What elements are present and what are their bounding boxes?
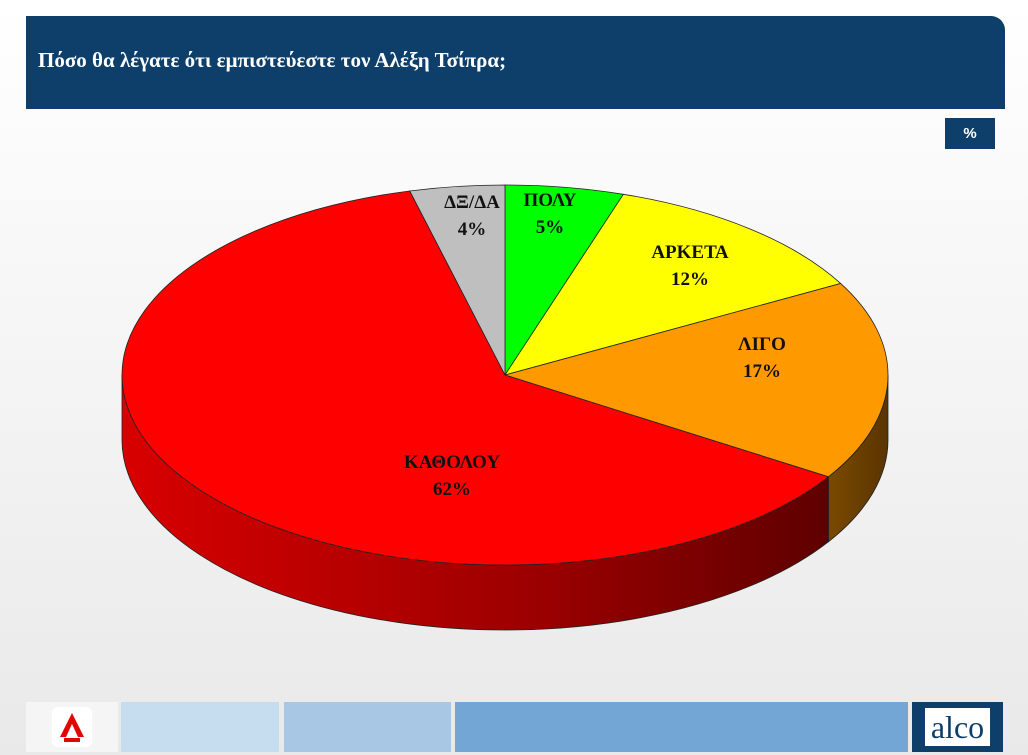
news-logo bbox=[26, 702, 118, 752]
pie-slice-αρκετα bbox=[504, 193, 842, 376]
slice-value-αρκετα: 12% bbox=[671, 269, 709, 290]
pie-slice-λιγο bbox=[503, 283, 889, 478]
slice-value-δξ-δα: 4% bbox=[458, 219, 487, 240]
pie-slice-δξ-δα bbox=[409, 184, 506, 376]
pie-chart: ΠΟΛΥ 5% ΑΡΚΕΤΑ 12% ΛΙΓΟ 17% ΚΑΘΟΛΟΥ 62% ΔΞ/ΔΑ 4% bbox=[121, 184, 889, 631]
chart-title: Πόσο θα λέγατε ότι εμπιστεύεστε τον Αλέξ… bbox=[38, 48, 507, 72]
unit-badge: % bbox=[945, 118, 995, 149]
slice-label-καθολου: ΚΑΘΟΛΟΥ bbox=[404, 452, 500, 473]
slice-value-λιγο: 17% bbox=[743, 361, 781, 382]
slice-value-καθολου: 62% bbox=[433, 479, 471, 500]
alco-logo: alco bbox=[912, 702, 1003, 752]
news-logo-icon bbox=[52, 707, 92, 747]
title-bar: Πόσο θα λέγατε ότι εμπιστεύεστε τον Αλέξ… bbox=[26, 16, 1005, 109]
slice-label-δξ-δα: ΔΞ/ΔΑ bbox=[444, 192, 500, 213]
slice-value-πολυ: 5% bbox=[536, 217, 565, 238]
footer-bar-1 bbox=[121, 702, 279, 752]
slice-label-πολυ: ΠΟΛΥ bbox=[523, 190, 576, 211]
footer-bar-3 bbox=[455, 702, 908, 752]
footer-bar-2 bbox=[284, 702, 451, 752]
alco-logo-text: alco bbox=[924, 708, 991, 746]
slice-label-λιγο: ΛΙΓΟ bbox=[738, 334, 786, 355]
slice-label-αρκετα: ΑΡΚΕΤΑ bbox=[651, 242, 729, 263]
pie-slice-καθολου bbox=[121, 190, 830, 566]
